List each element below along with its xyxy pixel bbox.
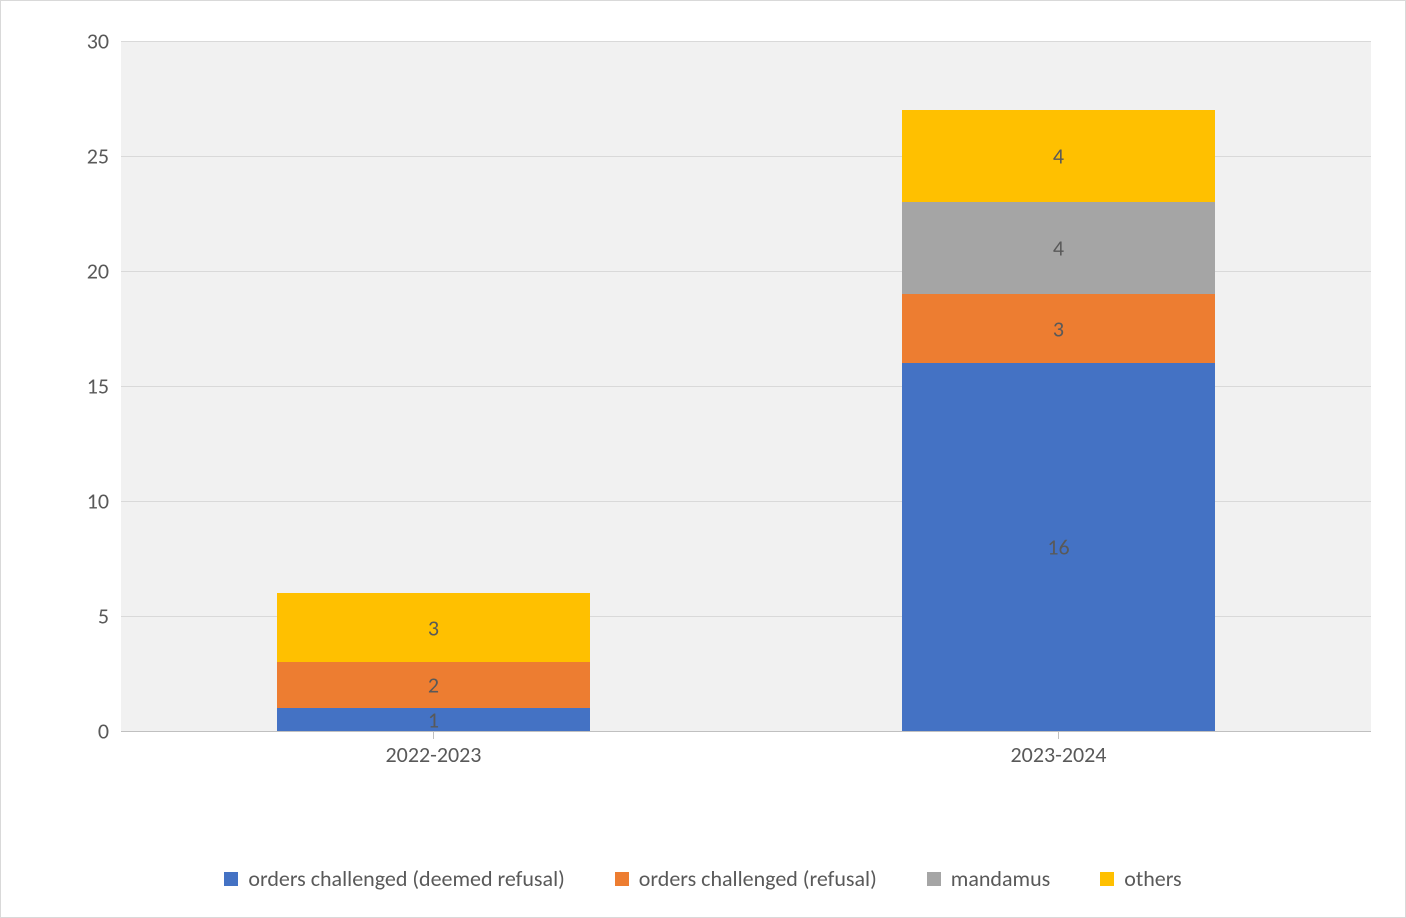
y-tick-label: 0 <box>29 718 109 745</box>
legend-swatch-icon <box>224 872 238 886</box>
chart-container: 1 2 3 16 3 4 4 0 5 10 15 20 25 30 2022-2023 2023-2024… <box>0 0 1406 918</box>
legend-label: orders challenged (refusal) <box>639 865 877 892</box>
bar-value-label: 2 <box>277 672 590 699</box>
legend-swatch-icon <box>615 872 629 886</box>
legend-item-deemed-refusal: orders challenged (deemed refusal) <box>224 865 564 892</box>
legend: orders challenged (deemed refusal) order… <box>1 865 1405 892</box>
y-tick-label: 25 <box>29 143 109 170</box>
y-tick-label: 5 <box>29 603 109 630</box>
bar-value-label: 1 <box>277 706 590 733</box>
bar-value-label: 3 <box>277 614 590 641</box>
y-tick-label: 10 <box>29 488 109 515</box>
bar-value-label: 16 <box>902 534 1215 561</box>
y-tick-label: 15 <box>29 373 109 400</box>
legend-label: mandamus <box>951 865 1051 892</box>
plot-area: 1 2 3 16 3 4 4 <box>121 41 1371 731</box>
legend-swatch-icon <box>927 872 941 886</box>
legend-item-refusal: orders challenged (refusal) <box>615 865 877 892</box>
x-tick-mark <box>1058 731 1059 739</box>
legend-label: orders challenged (deemed refusal) <box>248 865 564 892</box>
legend-label: others <box>1124 865 1181 892</box>
bar-value-label: 3 <box>902 315 1215 342</box>
y-tick-label: 30 <box>29 28 109 55</box>
legend-swatch-icon <box>1100 872 1114 886</box>
x-tick-label: 2023-2024 <box>1011 741 1107 768</box>
y-tick-label: 20 <box>29 258 109 285</box>
grid-line <box>121 41 1371 42</box>
legend-item-others: others <box>1100 865 1181 892</box>
legend-item-mandamus: mandamus <box>927 865 1051 892</box>
bar-value-label: 4 <box>902 235 1215 262</box>
bar-value-label: 4 <box>902 143 1215 170</box>
x-tick-label: 2022-2023 <box>386 741 482 768</box>
